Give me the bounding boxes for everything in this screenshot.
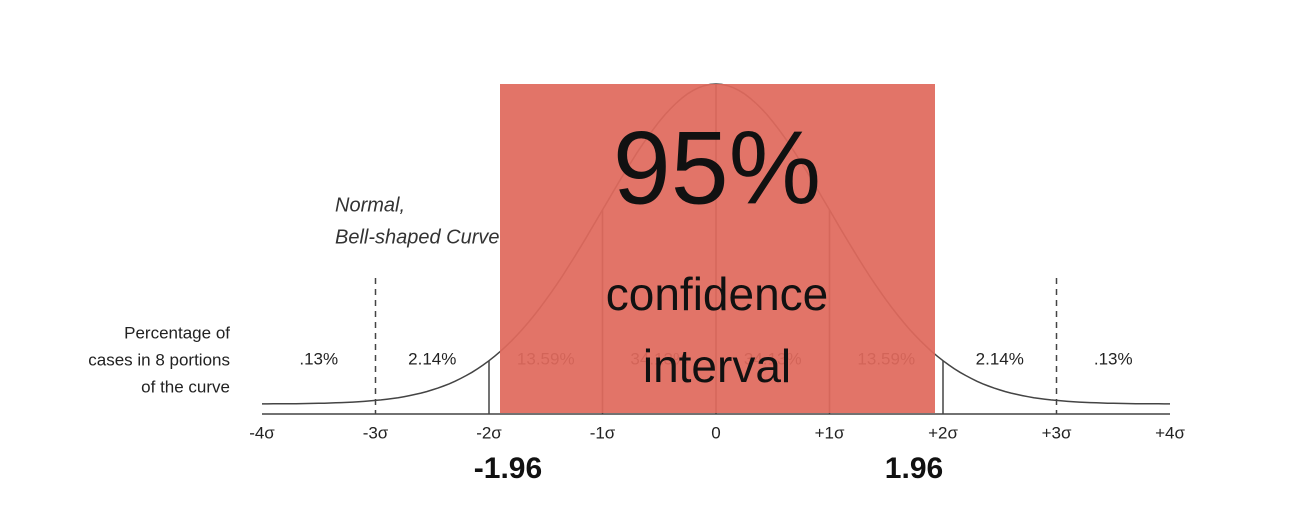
bound-label: -1.96	[474, 452, 542, 485]
curve-label: Normal,	[335, 194, 405, 216]
bound-label: 1.96	[885, 452, 943, 485]
sigma-label: +3σ	[1042, 423, 1072, 442]
sigma-label: +1σ	[815, 423, 845, 442]
interval-box	[500, 84, 935, 413]
sigma-label: -1σ	[590, 423, 616, 442]
portion-label: 2.14%	[976, 349, 1024, 368]
sigma-label: -4σ	[249, 423, 275, 442]
portions-label: cases in 8 portions	[88, 350, 230, 369]
portion-label: .13%	[299, 349, 338, 368]
interval-caption: confidence	[606, 268, 829, 320]
sigma-label: +4σ	[1155, 423, 1185, 442]
portion-label: 2.14%	[408, 349, 456, 368]
sigma-label: 0	[711, 423, 720, 442]
sigma-label: +2σ	[928, 423, 958, 442]
sigma-label: -2σ	[476, 423, 502, 442]
sigma-label: -3σ	[363, 423, 389, 442]
interval-percent: 95%	[613, 110, 821, 226]
curve-label: Bell-shaped Curve	[335, 226, 500, 248]
portions-label: of the curve	[141, 377, 230, 396]
portion-label: .13%	[1094, 349, 1133, 368]
portions-label: Percentage of	[124, 323, 230, 342]
interval-caption: interval	[643, 340, 791, 392]
